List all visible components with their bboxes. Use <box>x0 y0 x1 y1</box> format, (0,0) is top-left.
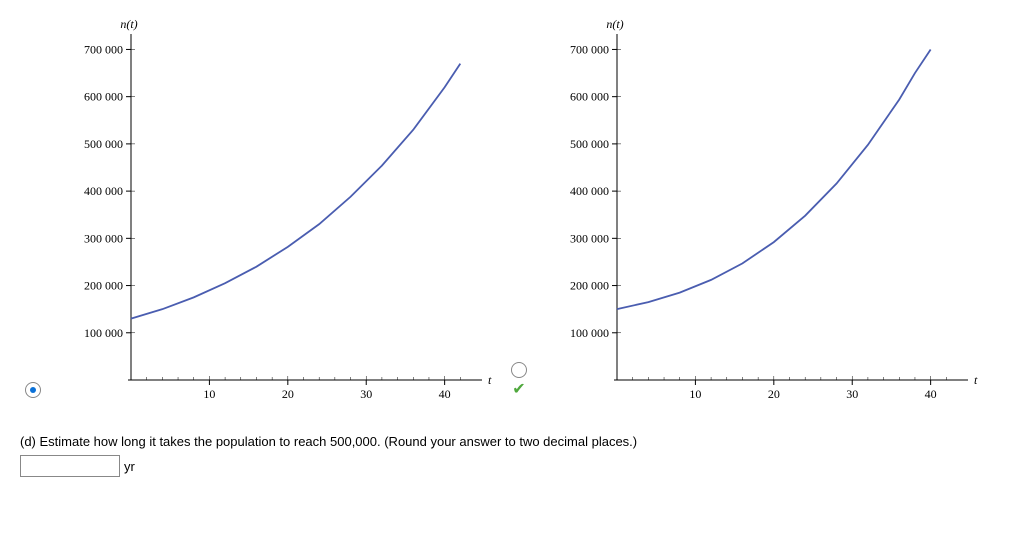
chart-option-A: 100 000 200 000 300 000 400 000 500 000 600 0… <box>20 10 496 420</box>
svg-text:40: 40 <box>925 387 937 401</box>
svg-text:t: t <box>488 373 492 387</box>
svg-text:n(t): n(t) <box>606 17 623 31</box>
radio-option-A[interactable] <box>25 382 41 398</box>
svg-text:700 000: 700 000 <box>84 42 123 56</box>
svg-text:700 000: 700 000 <box>570 42 609 56</box>
svg-text:10: 10 <box>203 387 215 401</box>
chart-options-row: 100 000 200 000 300 000 400 000 500 000 600 0… <box>20 10 1004 420</box>
check-icon: ✔ <box>512 382 525 398</box>
svg-text:30: 30 <box>360 387 372 401</box>
answer-unit: yr <box>124 459 135 474</box>
svg-text:20: 20 <box>282 387 294 401</box>
answer-input[interactable] <box>20 455 120 477</box>
svg-text:600 000: 600 000 <box>84 90 123 104</box>
svg-text:400 000: 400 000 <box>84 184 123 198</box>
svg-text:400 000: 400 000 <box>570 184 609 198</box>
svg-text:200 000: 200 000 <box>84 279 123 293</box>
svg-text:30: 30 <box>846 387 858 401</box>
answer-row: yr <box>20 455 1004 477</box>
svg-text:40: 40 <box>439 387 451 401</box>
svg-text:300 000: 300 000 <box>570 231 609 245</box>
svg-text:600 000: 600 000 <box>570 90 609 104</box>
svg-text:200 000: 200 000 <box>570 279 609 293</box>
svg-text:100 000: 100 000 <box>570 326 609 340</box>
question-prompt: (d) Estimate how long it takes the popul… <box>20 434 1004 449</box>
svg-text:500 000: 500 000 <box>570 137 609 151</box>
svg-text:300 000: 300 000 <box>84 231 123 245</box>
chart-A: 100 000 200 000 300 000 400 000 500 000 600 0… <box>46 10 496 420</box>
svg-text:20: 20 <box>768 387 780 401</box>
svg-text:500 000: 500 000 <box>84 137 123 151</box>
chart-B: 100 000 200 000 300 000 400 000 500 000 600 0… <box>532 10 982 420</box>
radio-option-B[interactable] <box>511 362 527 378</box>
svg-text:n(t): n(t) <box>120 17 137 31</box>
svg-text:t: t <box>974 373 978 387</box>
chart-option-B: ✔ 100 000 200 000 300 000 400 000 500 000 600… <box>506 10 982 420</box>
svg-text:10: 10 <box>689 387 701 401</box>
svg-text:100 000: 100 000 <box>84 326 123 340</box>
